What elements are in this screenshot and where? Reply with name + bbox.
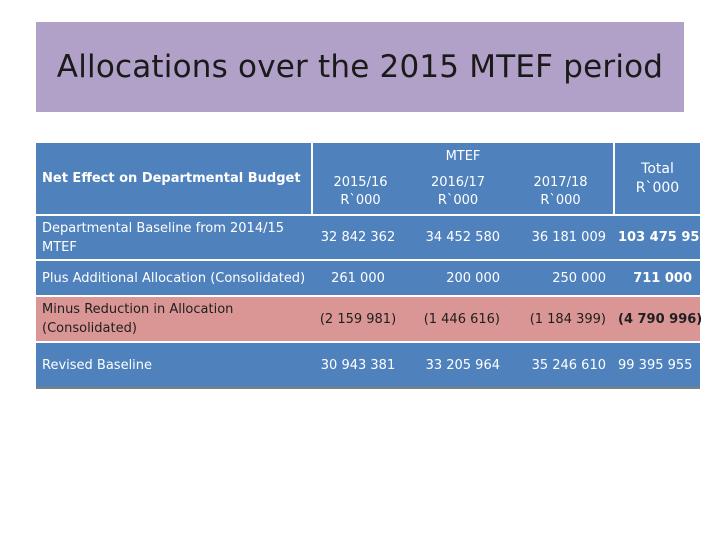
header-total-label: Total — [641, 160, 674, 177]
cell-value: 250 000 — [508, 259, 614, 296]
cell-value: 200 000 — [408, 259, 508, 296]
header-year-2015-16: 2015/16 R`000 — [311, 169, 408, 215]
header-year-unit: R`000 — [340, 192, 381, 208]
header-year-label: 2015/16 — [333, 174, 388, 190]
header-total: Total R`000 — [613, 143, 700, 215]
table-header-row-mtef: Net Effect on Departmental Budget MTEF T… — [36, 143, 700, 215]
header-mtef-group: MTEF — [311, 143, 614, 169]
header-total-unit: R`000 — [635, 179, 680, 196]
slide-title: Allocations over the 2015 MTEF period — [56, 49, 664, 85]
row-label-reduction-in-allocation: Minus Reduction in Allocation (Consolida… — [36, 295, 312, 342]
cell-value: 30 943 381 — [312, 341, 408, 389]
table-row: Revised Baseline 30 943 381 33 205 964 3… — [36, 341, 700, 389]
header-net-effect-label: Net Effect on Departmental Budget — [42, 171, 301, 186]
table-row: Departmental Baseline from 2014/15 MTEF … — [36, 214, 708, 260]
cell-total: (4 790 996) — [614, 295, 702, 342]
cell-value: (1 184 399) — [508, 295, 614, 342]
cell-value: 34 452 580 — [408, 214, 508, 260]
cell-value: (1 446 616) — [408, 295, 508, 342]
header-year-unit: R`000 — [437, 192, 479, 208]
row-label-departmental-baseline: Departmental Baseline from 2014/15 MTEF — [36, 214, 312, 260]
cell-value: 35 246 610 — [508, 341, 614, 389]
allocations-table: Net Effect on Departmental Budget MTEF T… — [36, 143, 708, 389]
cell-value: 36 181 009 — [508, 214, 614, 260]
header-year-unit: R`000 — [540, 192, 581, 208]
table-row: Plus Additional Allocation (Consolidated… — [36, 259, 700, 296]
cell-value: 32 842 362 — [312, 214, 408, 260]
row-label-additional-allocation: Plus Additional Allocation (Consolidated… — [36, 259, 312, 296]
table-row: Minus Reduction in Allocation (Consolida… — [36, 295, 702, 342]
cell-total: 711 000 — [614, 259, 700, 296]
row-label-revised-baseline: Revised Baseline — [36, 341, 312, 389]
header-year-2016-17: 2016/17 R`000 — [408, 169, 508, 215]
cell-value: 261 000 — [312, 259, 408, 296]
cell-value: (2 159 981) — [312, 295, 408, 342]
header-year-label: 2017/18 — [533, 174, 588, 190]
slide-title-banner: Allocations over the 2015 MTEF period — [36, 22, 684, 112]
header-year-2017-18: 2017/18 R`000 — [508, 169, 614, 215]
cell-total: 99 395 955 — [614, 341, 700, 389]
cell-value: 33 205 964 — [408, 341, 508, 389]
cell-total: 103 475 951 — [614, 214, 708, 260]
header-year-label: 2016/17 — [430, 174, 485, 190]
